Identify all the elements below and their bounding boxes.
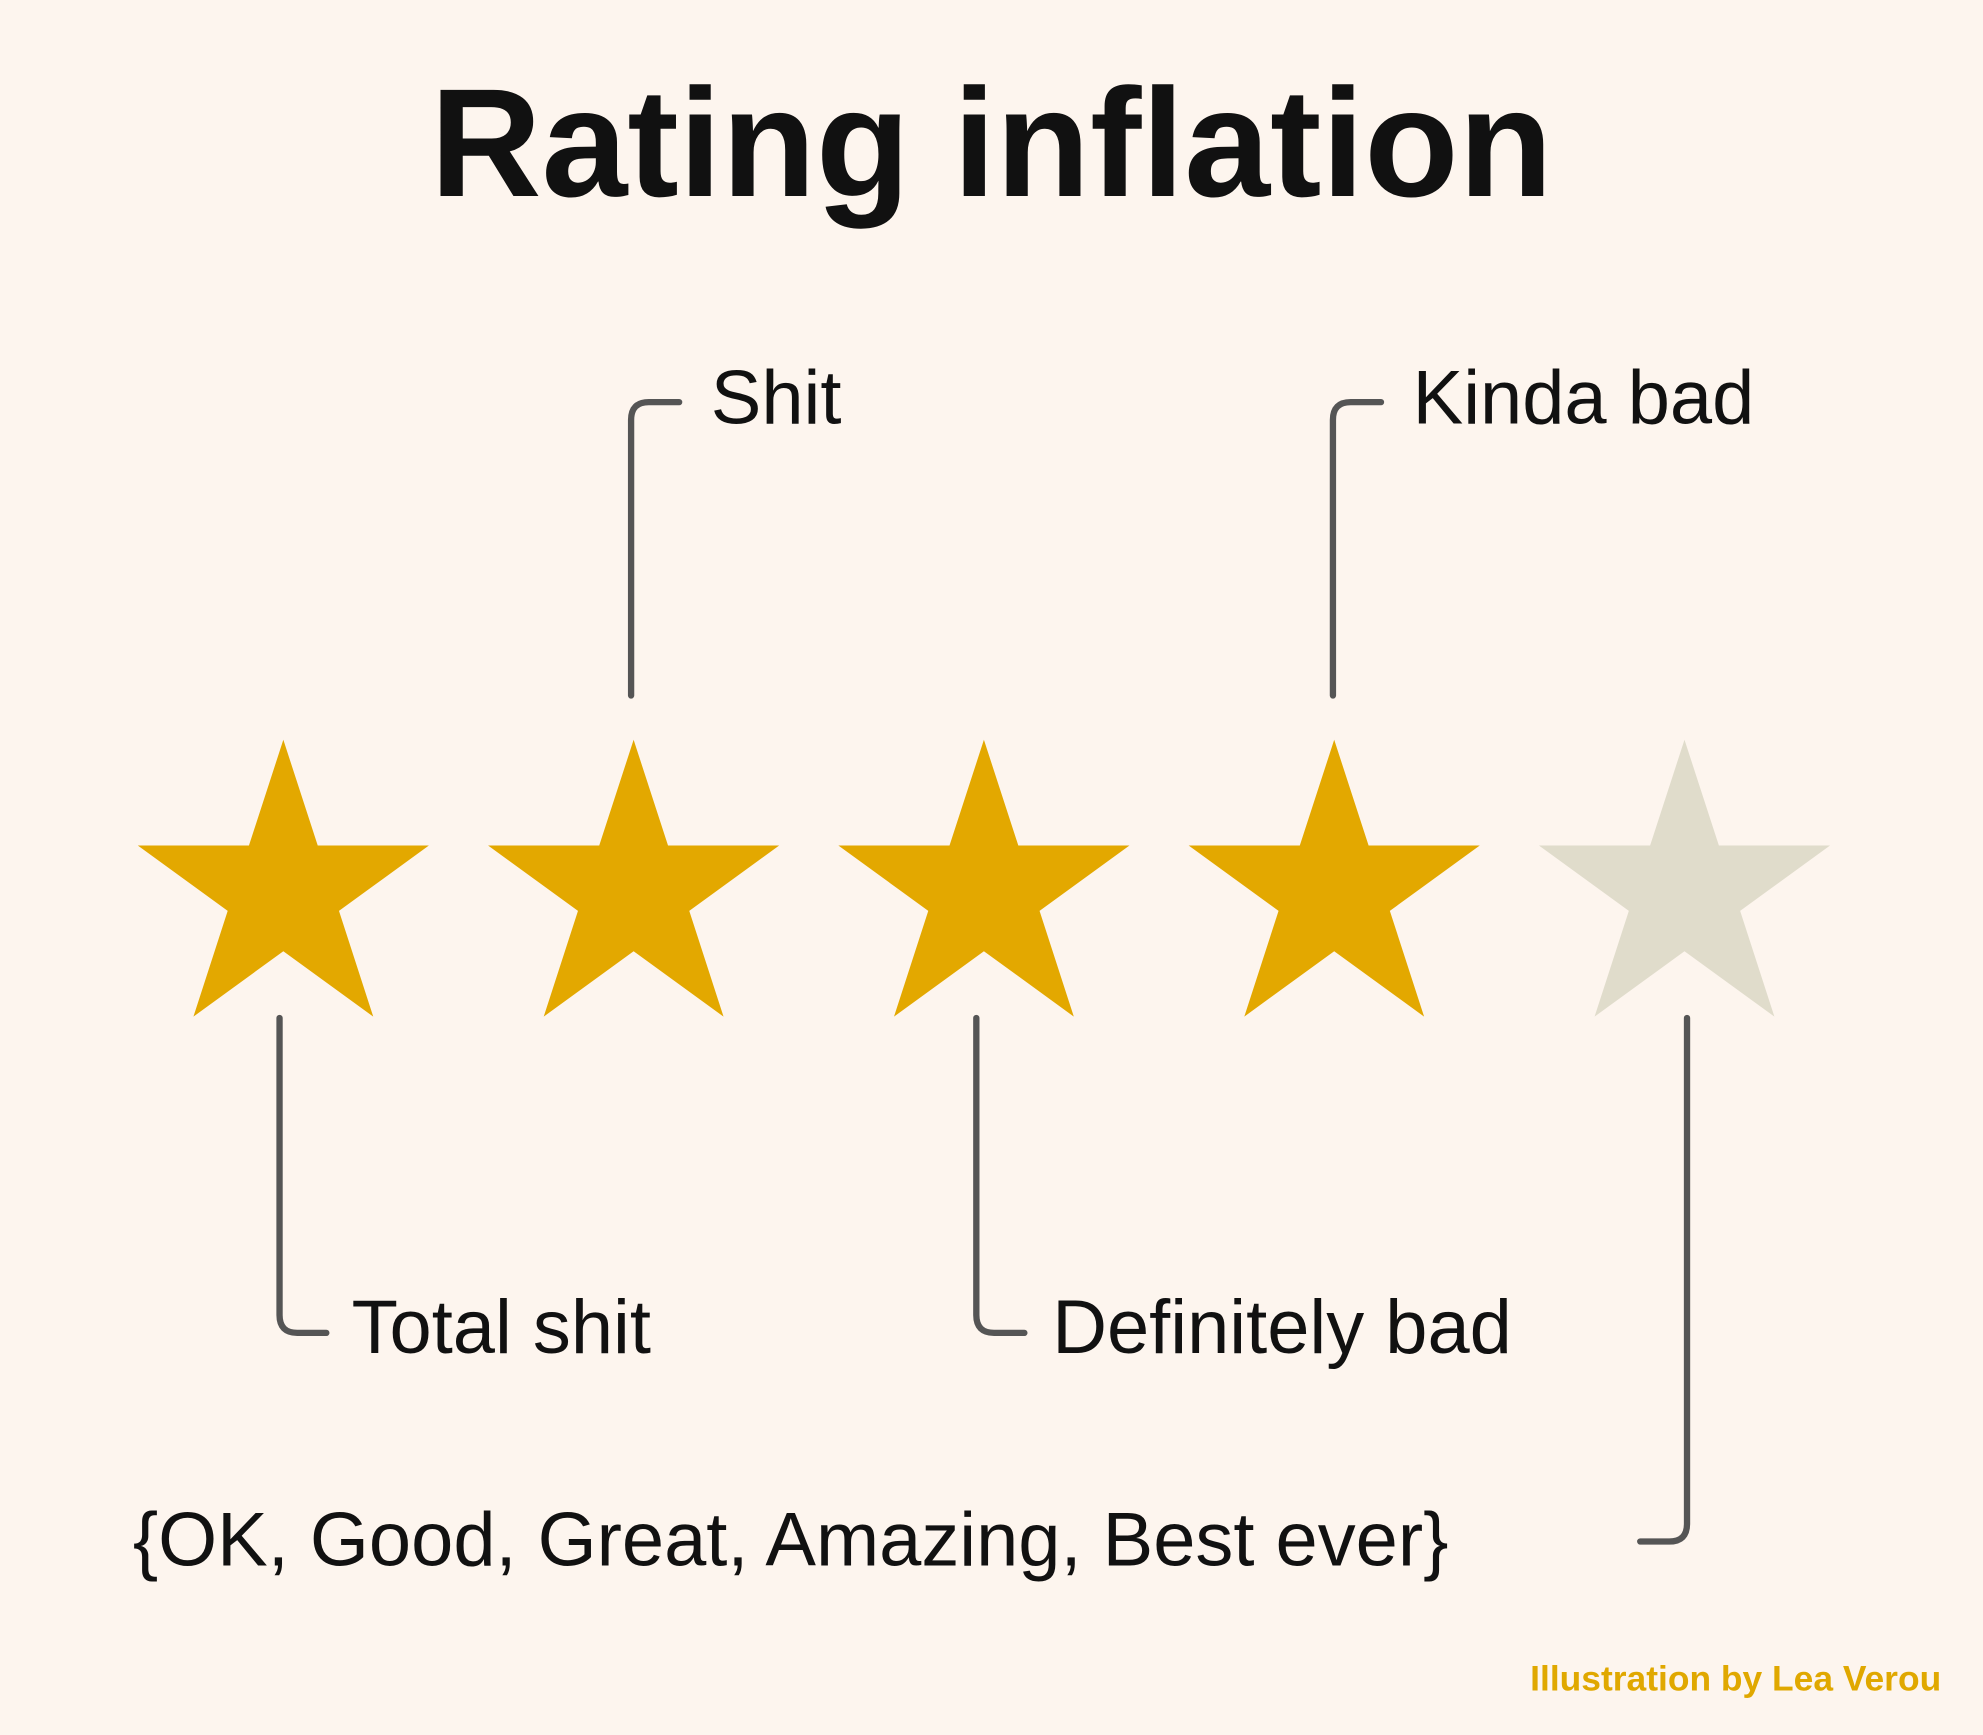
rating-label: Shit — [711, 356, 842, 441]
connector — [627, 398, 683, 699]
stars — [137, 739, 1831, 1017]
credit: Illustration by Lea Verou — [1530, 1659, 1941, 1699]
connector — [973, 1014, 1028, 1337]
rating-label: Definitely bad — [1052, 1285, 1512, 1370]
rating-label: Kinda bad — [1413, 356, 1755, 441]
connector — [276, 1014, 330, 1337]
star — [1538, 739, 1831, 1017]
star — [488, 739, 780, 1017]
connector — [1329, 398, 1385, 699]
connector — [1637, 1014, 1691, 1545]
star — [838, 739, 1130, 1017]
rating-label: {OK, Good, Great, Amazing, Best ever} — [133, 1498, 1449, 1583]
star — [1188, 739, 1480, 1017]
star — [137, 739, 429, 1017]
title: Rating inflation — [430, 56, 1553, 229]
rating-label: Total shit — [352, 1285, 651, 1370]
